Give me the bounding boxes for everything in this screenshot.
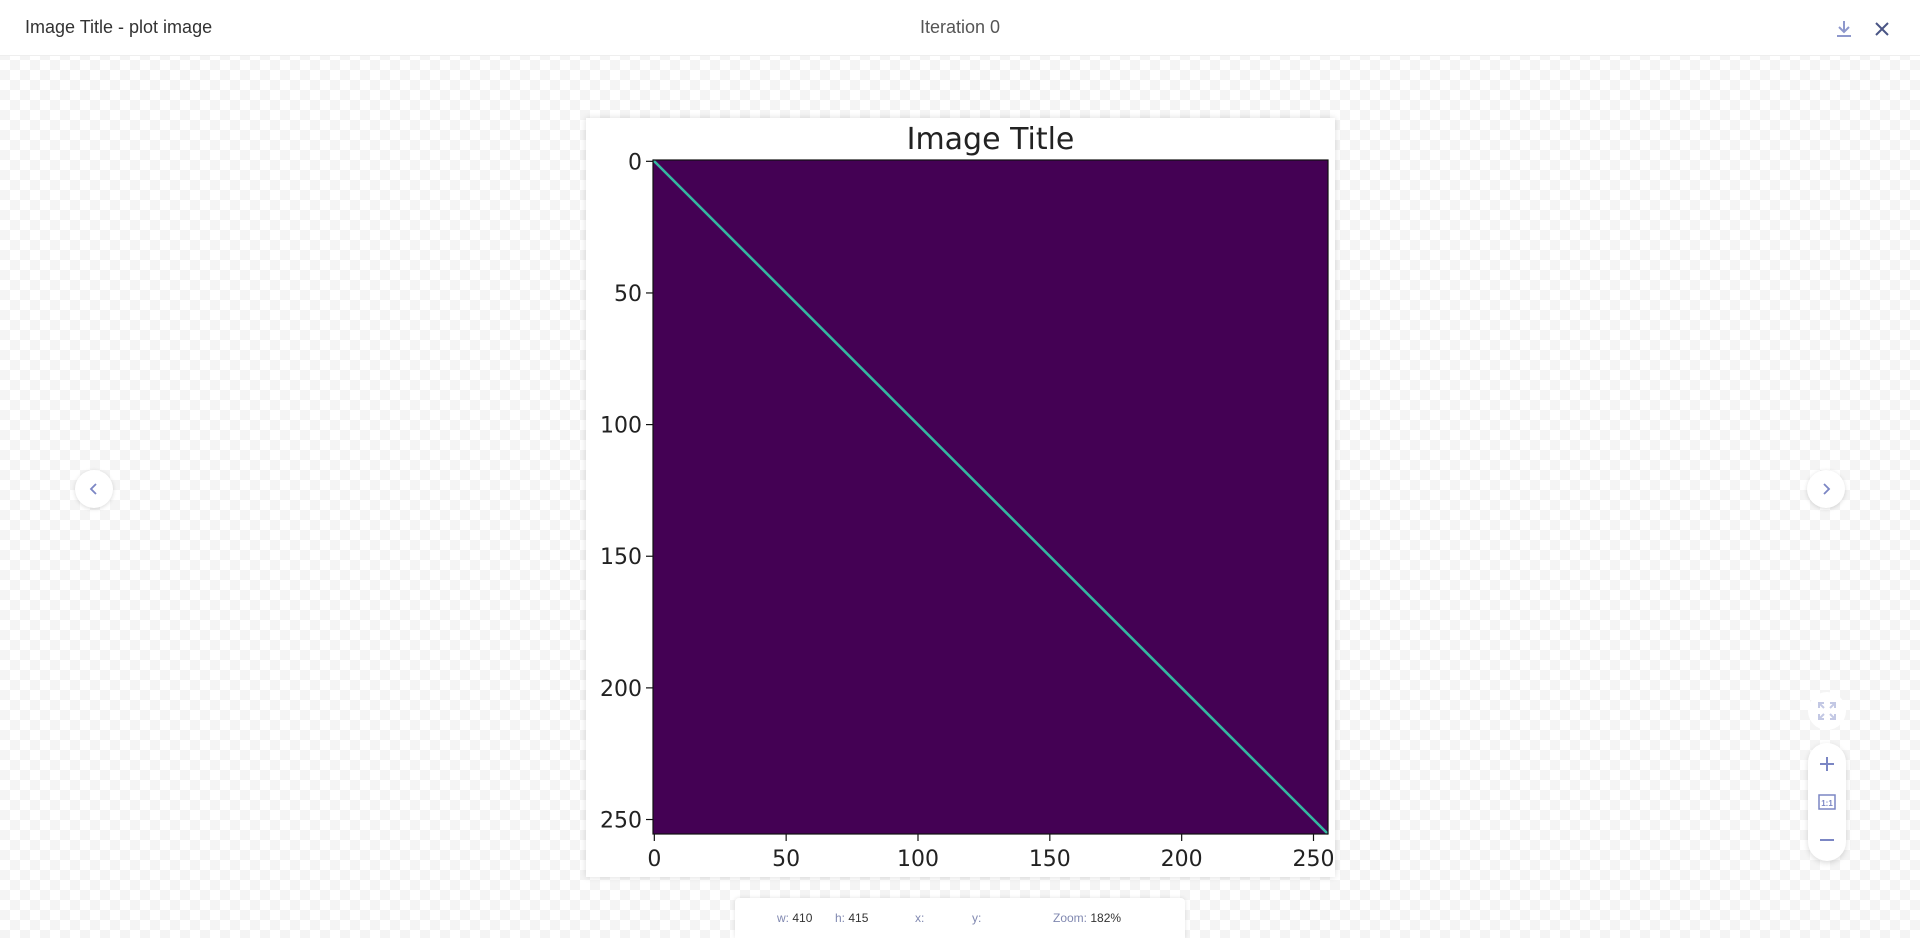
next-button[interactable] <box>1807 470 1845 508</box>
close-icon <box>1875 22 1889 36</box>
axes-frame <box>652 159 1329 835</box>
y-tick-label: 250 <box>600 809 642 834</box>
fit-screen-button[interactable] <box>1808 692 1846 730</box>
zoom-in-button[interactable] <box>1808 745 1846 783</box>
x-tick-label: 0 <box>647 847 661 872</box>
y-tick-label: 50 <box>614 282 642 307</box>
download-icon <box>1837 21 1851 37</box>
zoom-controls: 1:1 <box>1808 743 1846 861</box>
y-tick-label: 100 <box>600 414 642 439</box>
y-tick-label: 0 <box>628 150 642 175</box>
zoom-readout: Zoom: 182% <box>1053 911 1122 925</box>
iteration-label: Iteration 0 <box>919 17 1001 37</box>
plus-icon <box>1820 757 1834 771</box>
x-tick-label: 250 <box>1292 847 1334 872</box>
x-tick-label: 100 <box>897 847 939 872</box>
window-title: Image Title - plot image <box>25 17 213 37</box>
width-readout: w: 410 <box>777 911 813 925</box>
y-readout: y: <box>972 911 982 925</box>
heatmap-diagonal <box>652 159 1329 835</box>
close-button[interactable] <box>1869 16 1895 42</box>
plot-image: Image Title 0 50 100 150 200 250 0 50 100 150 200 25… <box>586 118 1335 877</box>
x-tick-label: 150 <box>1029 847 1071 872</box>
chevron-left-icon <box>89 483 97 495</box>
actual-size-button[interactable]: 1:1 <box>1808 783 1846 821</box>
y-tick-label: 150 <box>600 545 642 570</box>
height-readout: h: 415 <box>835 911 869 925</box>
header: Image Title - plot image Iteration 0 <box>0 0 1920 56</box>
chart-title: Image Title <box>907 122 1075 157</box>
previous-button[interactable] <box>75 470 113 508</box>
status-bar: w: 410 h: 415 x: y: Zoom: 182% <box>735 898 1185 938</box>
chevron-right-icon <box>1823 483 1831 495</box>
minus-icon <box>1820 839 1834 841</box>
one-to-one-icon: 1:1 <box>1818 794 1836 810</box>
zoom-out-button[interactable] <box>1808 821 1846 859</box>
y-tick-label: 200 <box>600 677 642 702</box>
x-readout: x: <box>915 911 925 925</box>
x-tick-label: 200 <box>1161 847 1203 872</box>
svg-text:1:1: 1:1 <box>1821 799 1833 808</box>
fit-screen-icon <box>1818 702 1836 720</box>
download-button[interactable] <box>1831 16 1857 42</box>
x-tick-label: 50 <box>772 847 800 872</box>
